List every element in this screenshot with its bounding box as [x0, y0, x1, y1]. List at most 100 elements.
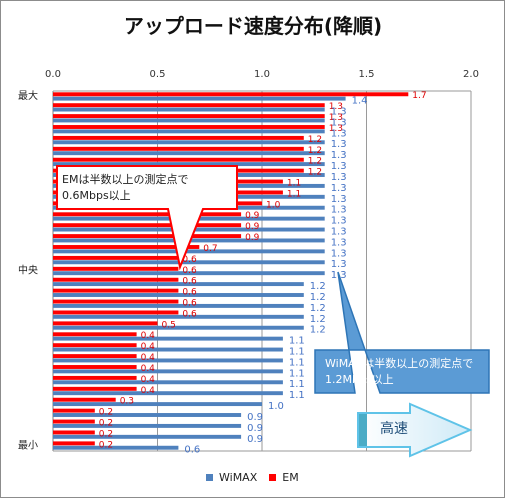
wimax-data-label: 0.9: [247, 412, 263, 423]
wimax-bar: [53, 140, 325, 145]
em-bar: [53, 255, 179, 260]
em-bar: [53, 277, 179, 282]
em-bar: [53, 114, 325, 119]
wimax-data-label: 1.3: [331, 237, 347, 248]
legend: WiMAX EM: [206, 471, 299, 484]
em-data-label: 1.2: [308, 146, 322, 156]
em-bar: [53, 321, 158, 326]
em-bar: [53, 430, 95, 435]
wimax-bar: [53, 271, 325, 276]
em-data-label: 0.9: [245, 211, 260, 221]
wimax-data-label: 1.2: [310, 303, 326, 314]
wimax-data-label: 1.3: [331, 248, 347, 259]
em-data-label: 0.7: [203, 244, 217, 254]
wimax-bar: [53, 325, 304, 330]
wimax-bar: [53, 434, 242, 439]
gridlines: [52, 90, 472, 452]
em-bar: [53, 135, 304, 140]
legend-em-label: EM: [282, 471, 299, 484]
em-data-label: 0.6: [182, 288, 197, 298]
em-callout: [56, 165, 238, 271]
wimax-data-label: 1.3: [331, 150, 347, 161]
wimax-data-label: 1.2: [310, 292, 326, 303]
wimax-data-label: 1.4: [352, 96, 368, 107]
wimax-bar: [53, 314, 304, 319]
bars: 1.71.41.31.31.31.31.31.31.2 1.31.2 1.31.2 1…: [53, 91, 427, 456]
em-data-label: 1.1: [287, 179, 301, 189]
wimax-data-label: 0.9: [247, 434, 263, 445]
wimax-data-label: 1.3: [331, 205, 347, 216]
wimax-data-label: 1.3: [331, 194, 347, 205]
y-category-label: 最小: [18, 439, 38, 451]
em-data-label: 0.6: [182, 309, 197, 319]
wimax-data-label: 1.3: [331, 183, 347, 194]
em-data-label: 1.3: [329, 102, 343, 112]
wimax-data-label: 1.3: [331, 128, 347, 139]
wimax-data-label: 1.3: [331, 139, 347, 150]
wimax-data-label: 1.3: [331, 216, 347, 227]
em-bar: [53, 375, 137, 380]
em-data-label: 1.3: [329, 124, 343, 134]
em-bar: [53, 343, 137, 348]
y-category-label: 中央: [18, 264, 38, 277]
em-bar: [53, 397, 116, 402]
em-bar: [53, 92, 409, 97]
em-data-label: 1.7: [412, 91, 426, 101]
em-data-label: 1.0: [266, 200, 281, 210]
em-data-label: 0.2: [99, 419, 113, 429]
wimax-data-label: 1.3: [331, 107, 347, 118]
em-bar: [53, 234, 242, 239]
wimax-bar: [53, 303, 304, 308]
em-data-label: 0.5: [162, 320, 176, 330]
wimax-data-label: 1.2: [310, 281, 326, 292]
wimax-data-label: 1.1: [289, 379, 305, 390]
em-data-label: 0.2: [99, 408, 113, 418]
em-bar: [53, 386, 137, 391]
x-tick-label: 1.5: [359, 69, 375, 80]
em-data-label: 1.3: [329, 113, 343, 123]
x-axis-ticks: 0.0 0.5 1.0 1.5 2.0: [45, 69, 479, 80]
wimax-data-label: 1.1: [289, 336, 305, 347]
em-bar: [53, 125, 325, 129]
em-bar: [53, 299, 179, 304]
wimax-bar: [53, 391, 283, 396]
wimax-bar: [53, 347, 283, 352]
em-bar: [53, 103, 325, 108]
wimax-bar: [53, 358, 283, 363]
wimax-bar: [53, 380, 283, 385]
em-data-label: 0.4: [141, 364, 156, 374]
em-data-label: 0.6: [182, 299, 197, 309]
wimax-bar: [53, 293, 304, 297]
wimax-bar: [53, 118, 325, 123]
em-data-label: 0.6: [182, 277, 197, 287]
wimax-data-label: 1.3: [331, 161, 347, 172]
wimax-bar: [53, 369, 283, 374]
wimax-bar: [53, 423, 242, 428]
em-bar: [53, 408, 95, 413]
em-bar: [53, 245, 200, 249]
wimax-data-label: 1.1: [289, 368, 305, 379]
x-tick-label: 2.0: [463, 69, 479, 80]
em-data-label: 0.4: [141, 353, 156, 363]
em-data-label: 0.6: [182, 266, 197, 276]
wimax-bar: [53, 413, 242, 417]
x-tick-label: 1.0: [254, 69, 270, 80]
em-data-label: 1.2: [308, 157, 322, 167]
legend-em-swatch: [269, 474, 277, 481]
legend-wimax-label: WiMAX: [219, 471, 258, 484]
wimax-data-label: 1.1: [289, 347, 305, 358]
em-data-label: 0.3: [120, 397, 134, 407]
wimax-bar: [53, 129, 325, 134]
speed-arrow: [357, 402, 473, 458]
em-data-label: 0.2: [99, 440, 113, 450]
em-bar: [53, 146, 304, 151]
em-data-label: 0.4: [141, 342, 156, 352]
wimax-data-label: 0.9: [247, 423, 263, 434]
em-bar: [53, 354, 137, 359]
wimax-bar: [53, 96, 346, 101]
em-bar: [53, 266, 179, 271]
em-data-label: 1.2: [308, 135, 322, 145]
wimax-data-label: 1.3: [331, 117, 347, 128]
